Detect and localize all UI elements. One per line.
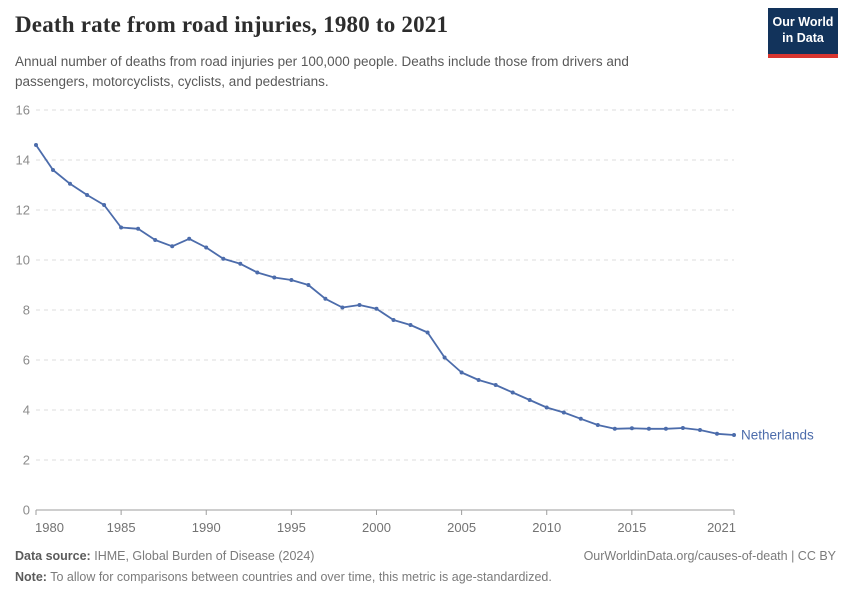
data-point [595,423,600,427]
data-line [35,144,735,436]
data-point [102,203,107,207]
data-point [544,405,549,410]
x-tick-label: 2000 [362,520,391,535]
data-point [170,244,175,249]
y-tick-label: 8 [23,303,30,318]
data-point [442,355,447,360]
data-point [663,426,668,431]
data-point [357,303,362,307]
owid-logo-text-line1: Our World [772,15,834,30]
y-tick-label: 2 [23,453,30,468]
data-point [476,378,481,382]
data-point [527,398,532,402]
data-point [680,426,685,430]
data-point [238,261,243,266]
x-tick-label: 2015 [617,520,646,535]
page-title: Death rate from road injuries, 1980 to 2… [15,12,449,37]
data-point [391,318,396,322]
y-tick-label: 10 [16,253,30,268]
data-point [646,426,651,431]
y-tick-label: 16 [16,103,30,118]
data-point [85,193,90,197]
chart-footer: Data source: IHME, Global Burden of Dise… [15,546,836,589]
x-tick-label: 1980 [35,520,64,535]
y-tick-label: 0 [23,503,30,518]
data-point [153,238,158,242]
data-point [425,330,430,335]
data-point [732,433,736,437]
series-label: Netherlands [741,428,814,443]
y-tick-label: 12 [16,203,30,218]
data-point [578,416,583,421]
data-point [374,306,379,311]
data-point [510,390,515,395]
x-tick-label: 2021 [707,520,736,535]
data-point [715,431,719,436]
data-point [289,278,294,282]
data-point [68,181,72,186]
note-label: Note: [15,570,47,585]
data-point [629,426,634,431]
data-point [255,270,260,275]
x-tick-label: 1985 [107,520,136,535]
x-tick-label: 2010 [532,520,561,535]
x-tick-label: 1995 [277,520,306,535]
y-tick-label: 14 [16,153,30,168]
data-point [561,410,566,415]
data-point [272,275,277,280]
data-source-text: Data source: IHME, Global Burden of Dise… [15,549,315,563]
data-point [221,256,226,261]
data-point [323,296,328,301]
data-point [698,428,702,432]
owid-citation-link[interactable]: OurWorldinData.org/causes-of-death | CC … [583,549,836,563]
data-point [34,143,38,147]
data-point [136,226,141,231]
data-point [306,283,311,287]
data-point [408,323,413,327]
y-tick-label: 6 [23,353,30,368]
owid-logo[interactable]: Our World in Data [768,8,838,58]
data-source-label: Data source: [15,549,91,563]
data-point [204,245,209,250]
data-point [340,305,345,310]
owid-logo-text-line2: in Data [782,31,824,45]
y-tick-label: 4 [23,403,30,418]
data-point [612,426,617,431]
note-text: Note: To allow for comparisons between c… [15,570,552,585]
data-point [187,236,192,241]
data-point [459,370,464,375]
x-tick-label: 2005 [447,520,476,535]
data-point [51,168,55,172]
chart-subtitle: Annual number of deaths from road injuri… [15,54,629,89]
x-tick-label: 1990 [192,520,221,535]
data-point [119,225,124,230]
data-point [493,383,498,387]
